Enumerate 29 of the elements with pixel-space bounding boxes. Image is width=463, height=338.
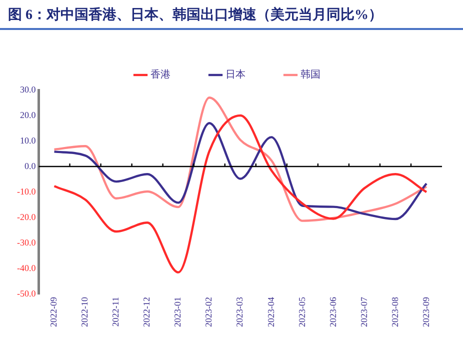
y-tick-label: -10.0 — [16, 186, 36, 196]
x-tick-label: 2023-01 — [172, 297, 183, 328]
x-tick-label: 2023-04 — [266, 296, 276, 328]
y-tick-label: 20.0 — [20, 110, 36, 120]
x-tick-label: 2022-10 — [80, 296, 90, 328]
y-tick-label: -50.0 — [16, 288, 36, 298]
chart-title: 图 6：对中国香港、日本、韩国出口增速（美元当月同比%） — [0, 0, 463, 30]
x-tick-label: 2023-03 — [234, 296, 245, 328]
x-tick-label: 2023-02 — [204, 297, 214, 328]
x-tick-label: 2023-09 — [420, 296, 431, 328]
x-tick-label: 2023-05 — [296, 296, 307, 328]
line-series — [53, 114, 428, 274]
x-tick-label: 2023-06 — [328, 296, 338, 328]
x-tick-label: 2023-07 — [358, 296, 369, 328]
x-tick-label: 2022-09 — [48, 296, 59, 328]
y-tick-label: -20.0 — [16, 212, 36, 222]
legend-label: 日本 — [226, 68, 246, 81]
y-tick-label: 30.0 — [20, 84, 36, 94]
legend-label: 香港 — [150, 68, 170, 81]
line-series — [53, 96, 428, 222]
y-tick-label: -30.0 — [16, 237, 36, 248]
y-tick-label: 0.0 — [24, 160, 36, 171]
x-tick-label: 2022-11 — [110, 297, 121, 327]
line-series — [53, 122, 428, 220]
x-tick-label: 2023-08 — [390, 296, 400, 328]
legend-label: 韩国 — [300, 68, 320, 81]
y-tick-label: -40.0 — [16, 262, 36, 273]
y-tick-label: 10.0 — [20, 135, 36, 146]
x-tick-label: 2022-12 — [142, 297, 152, 328]
